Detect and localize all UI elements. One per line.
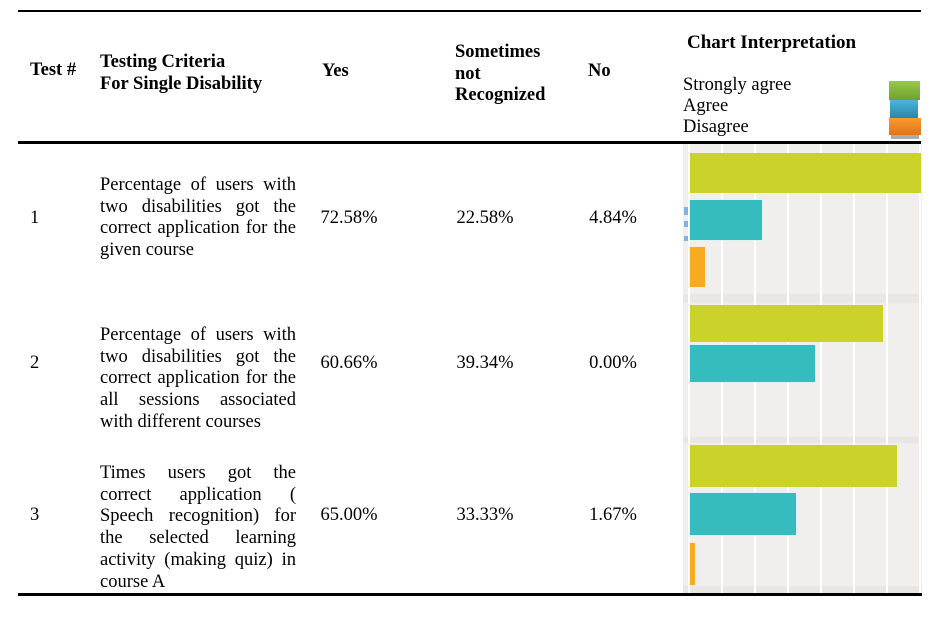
bar-chart-row-2: [683, 303, 922, 443]
col-header-no: No: [588, 61, 611, 81]
legend-swatch-disagree: [889, 118, 921, 135]
col-header-test-number: Test #: [30, 60, 77, 80]
bar-chart-row-3: [683, 443, 922, 593]
row-2-test-number: 2: [30, 353, 40, 373]
bar-disagree: [690, 247, 706, 287]
table-bottom-rule: [18, 593, 922, 596]
bar-agree: [690, 493, 797, 535]
axis-label-fragment: [684, 236, 688, 241]
row-2-sometimes-value: 39.34%: [456, 353, 514, 373]
legend-swatch-agree: [890, 100, 918, 118]
bar-agree: [690, 345, 816, 382]
bar-strongly-agree: [690, 445, 897, 487]
col-header-yes: Yes: [322, 61, 349, 81]
row-3-criteria: Times users got the correct application …: [100, 463, 296, 592]
row-1-test-number: 1: [30, 208, 40, 228]
col-header-chart-interpretation: Chart Interpretation: [687, 32, 857, 53]
legend-swatch-partial: [891, 135, 919, 139]
row-3-yes-value: 65.00%: [320, 505, 378, 525]
col-header-sometimes-not-recognized: Sometimes not Recognized: [455, 42, 546, 105]
col-header-testing-criteria: Testing Criteria For Single Disability: [100, 52, 263, 94]
row-2-criteria: Percentage of users with two disabilitie…: [100, 325, 296, 432]
row-3-sometimes-value: 33.33%: [456, 505, 514, 525]
row-2-yes-value: 60.66%: [320, 353, 378, 373]
bar-chart-row-1: [683, 144, 922, 303]
legend-label-agree: Agree: [683, 96, 729, 116]
bar-disagree: [690, 543, 696, 585]
row-2-no-value: 0.00%: [589, 353, 637, 373]
row-1-yes-value: 72.58%: [320, 208, 378, 228]
row-1-sometimes-value: 22.58%: [456, 208, 514, 228]
row-1-criteria: Percentage of users with two disabilitie…: [100, 175, 296, 261]
chart-legend-labels: Strongly agree Agree Disagree: [683, 75, 791, 138]
bar-strongly-agree: [690, 153, 921, 193]
row-3-test-number: 3: [30, 505, 40, 525]
legend-label-disagree: Disagree: [683, 117, 749, 137]
axis-label-fragment: [684, 207, 688, 215]
table-top-rule: [18, 10, 921, 12]
row-1-no-value: 4.84%: [589, 208, 637, 228]
bar-strongly-agree: [690, 305, 884, 342]
legend-label-strongly-agree: Strongly agree: [683, 75, 792, 95]
chart-legend-swatches: [889, 81, 921, 139]
chart-interpretation-column: [683, 144, 922, 593]
axis-label-fragment: [684, 221, 688, 227]
row-3-no-value: 1.67%: [589, 505, 637, 525]
bar-agree: [690, 200, 762, 240]
legend-swatch-strongly-agree: [889, 81, 920, 100]
table-header-rule: [18, 141, 921, 144]
